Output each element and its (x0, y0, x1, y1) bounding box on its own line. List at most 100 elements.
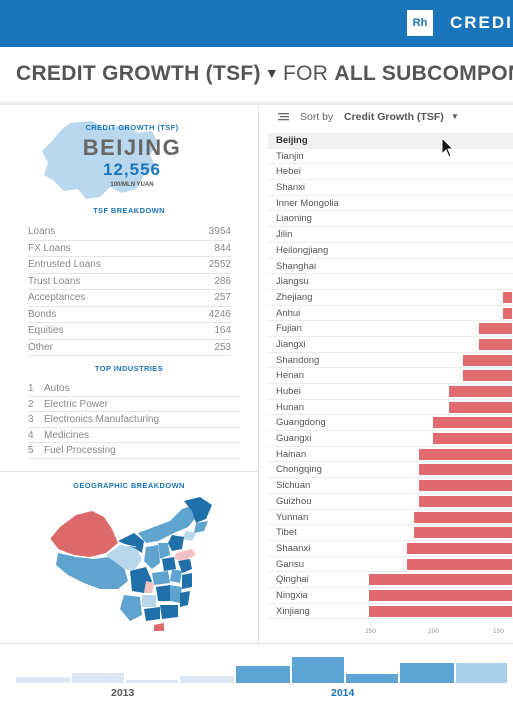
province-bar[interactable] (414, 511, 512, 523)
industry-item[interactable]: 3 Electronics Manufacturing (28, 412, 241, 428)
province-row[interactable]: Inner Mongolia (268, 196, 513, 212)
province-bar[interactable] (449, 401, 512, 413)
province-bar[interactable] (503, 307, 512, 319)
map-region-qinghai (106, 545, 142, 571)
scope-selector[interactable]: ALL SUBCOMPON (334, 62, 513, 85)
province-row[interactable]: Beijing (268, 133, 513, 149)
province-row[interactable]: Shanghai (268, 259, 513, 275)
province-row[interactable]: Hunan (268, 400, 513, 416)
breakdown-row: Loans 3954 (28, 224, 231, 241)
province-bar[interactable] (419, 495, 512, 507)
province-row[interactable]: Gansu (268, 557, 513, 573)
province-row[interactable]: Hubei (268, 384, 513, 400)
province-row[interactable]: Jiangsu (268, 274, 513, 290)
map-region-jiangxi (170, 585, 182, 603)
province-bar[interactable] (463, 354, 512, 366)
province-label: Fujian (276, 323, 302, 335)
province-row[interactable]: Heilongjiang (268, 243, 513, 259)
metric-selector[interactable]: CREDIT GROWTH (TSF) (16, 62, 261, 85)
brand-logo[interactable]: Rh (407, 10, 433, 36)
timeline-bar[interactable] (456, 663, 507, 683)
sort-control[interactable]: Sort by Credit Growth (TSF) ▼ (278, 111, 508, 125)
province-bar[interactable] (503, 291, 512, 303)
province-bar[interactable] (414, 527, 512, 539)
province-row[interactable]: Hebei (268, 164, 513, 181)
map-region-guizhou (142, 595, 156, 607)
province-row[interactable]: Shandong (268, 353, 513, 369)
metric-dropdown-caret-icon[interactable]: ▼ (264, 65, 280, 81)
province-row[interactable]: Qinghai (268, 572, 513, 588)
timeline-bar[interactable] (16, 677, 70, 683)
province-row[interactable]: Tibet (268, 525, 513, 541)
province-row[interactable]: Shanxi (268, 180, 513, 196)
province-bar[interactable] (463, 370, 512, 382)
province-row[interactable]: Ningxia (268, 588, 513, 604)
map-region-inner-mongolia (138, 505, 198, 543)
province-row[interactable]: Jilin (268, 227, 513, 243)
breakdown-label: Other (28, 341, 54, 353)
timeline-bar[interactable] (72, 673, 124, 683)
province-label: Liaoning (276, 213, 312, 225)
province-row[interactable]: Henan (268, 368, 513, 384)
industry-item[interactable]: 4 Medicines (28, 428, 241, 443)
map-region-hubei (152, 571, 170, 585)
province-row[interactable]: Yunnan (268, 510, 513, 526)
province-bar[interactable] (419, 448, 512, 460)
industry-item[interactable]: 2 Electric Power (28, 397, 241, 412)
province-row[interactable]: Hainan (268, 447, 513, 463)
timeline-year-2014[interactable]: 2014 (331, 687, 355, 699)
province-row[interactable]: Fujian (268, 321, 513, 337)
province-row[interactable]: Tianjin (268, 149, 513, 165)
province-row[interactable]: Guangdong (268, 415, 513, 432)
province-label: Henan (276, 370, 304, 382)
province-bar[interactable] (369, 589, 512, 601)
province-row[interactable]: Zhejiang (268, 290, 513, 306)
breakdown-row: Bonds 4246 (28, 307, 231, 323)
time-range-selector[interactable]: 2013 2014 (0, 640, 513, 706)
province-row[interactable]: Chongqing (268, 462, 513, 479)
province-bar[interactable] (407, 542, 512, 554)
detail-panel: CREDIT GROWTH (TSF) BEIJING 12,556 100/M… (0, 105, 258, 645)
province-label: Inner Mongolia (276, 197, 339, 209)
timeline-bar[interactable] (180, 676, 234, 683)
sort-icon[interactable] (278, 111, 289, 122)
china-map[interactable] (46, 497, 216, 633)
province-label: Anhui (276, 307, 301, 319)
timeline-bar[interactable] (346, 674, 398, 683)
map-region-henan (162, 557, 176, 571)
sort-field-selector[interactable]: Credit Growth (TSF) (344, 111, 444, 123)
timeline-bar[interactable] (400, 663, 454, 683)
province-bar[interactable] (479, 338, 512, 350)
province-bar[interactable] (479, 323, 512, 335)
province-row[interactable]: Anhui (268, 306, 513, 322)
province-bar[interactable] (407, 558, 512, 570)
province-row[interactable]: Sichuan (268, 478, 513, 494)
province-row[interactable]: Shaanxi (268, 541, 513, 557)
timeline-year-2013[interactable]: 2013 (111, 687, 135, 699)
province-label: Hebei (276, 166, 301, 178)
province-row[interactable]: Guangxi (268, 431, 513, 447)
map-region-hainan (154, 623, 164, 631)
industry-item[interactable]: 1 Autos (28, 381, 241, 397)
province-bar[interactable] (369, 574, 512, 586)
map-region-guangxi (144, 607, 160, 621)
province-unit: 100/MLN YUAN (110, 182, 154, 188)
province-bar[interactable] (369, 605, 512, 617)
timeline-bar[interactable] (292, 657, 344, 683)
mouse-cursor-icon (441, 137, 455, 158)
industry-item[interactable]: 5 Fuel Processing (28, 443, 241, 459)
province-bar[interactable] (433, 433, 512, 445)
province-bar[interactable] (449, 386, 512, 397)
province-row[interactable]: Xinjiang (268, 604, 513, 620)
province-row[interactable]: Liaoning (268, 211, 513, 228)
province-row[interactable]: Guizhou (268, 494, 513, 510)
timeline-bar[interactable] (126, 680, 178, 683)
province-bar[interactable] (433, 417, 512, 429)
province-label: Shanghai (276, 260, 317, 272)
province-bar[interactable] (419, 464, 512, 476)
province-bar[interactable] (419, 480, 512, 492)
sort-dropdown-caret-icon[interactable]: ▼ (451, 112, 459, 121)
timeline-bar[interactable] (236, 666, 290, 683)
province-label: Guangdong (276, 417, 326, 429)
province-row[interactable]: Jiangxi (268, 337, 513, 353)
